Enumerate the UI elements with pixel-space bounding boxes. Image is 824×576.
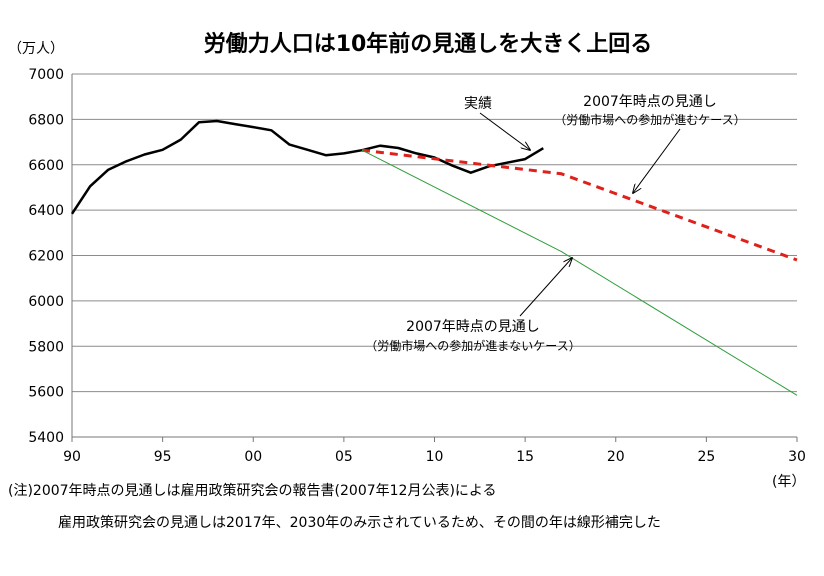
footnote-2: 雇用政策研究会の見通しは2017年、2030年のみ示されているため、その間の年は… xyxy=(58,514,661,531)
gridlines xyxy=(72,73,797,393)
x-tick-label: 25 xyxy=(697,449,715,465)
y-tick-label: 5800 xyxy=(28,339,64,355)
annotation-proj-up-line1: 2007年時点の見通し xyxy=(583,94,717,110)
y-axis-ticks: 5400 5600 5800 6000 6200 6400 6600 6800 7000 xyxy=(28,67,64,446)
footnote-1: (注)2007年時点の見通しは雇用政策研究会の報告書(2007年12月公表)によ… xyxy=(8,482,497,499)
annotation-proj-up-arrow xyxy=(633,128,681,193)
annotation-actual: 実績 xyxy=(464,96,492,112)
x-axis-ticks: 90 95 00 05 10 15 20 25 30 xyxy=(63,437,806,465)
x-tick-label: 10 xyxy=(426,449,444,465)
annotation-proj-up-line2: （労働市場への参加が進むケース） xyxy=(554,112,745,127)
annotation-proj-down-line2: （労働市場への参加が進まないケース） xyxy=(365,338,580,353)
annotation-actual-arrow xyxy=(479,112,530,150)
y-tick-label: 6200 xyxy=(28,249,64,265)
series-line-2 xyxy=(361,149,798,396)
y-tick-label: 5600 xyxy=(28,385,64,401)
chart-title: 労働力人口は10年前の見通しを大きく上回る xyxy=(204,31,653,57)
x-tick-label: 30 xyxy=(788,449,806,465)
x-axis-unit: (年） xyxy=(772,474,805,490)
x-tick-label: 90 xyxy=(63,449,81,465)
annotation-proj-down-arrow xyxy=(519,258,572,317)
y-axis-unit: （万人） xyxy=(8,41,64,57)
annotation-proj-down-line1: 2007年時点の見通し xyxy=(406,319,540,335)
series-line-1 xyxy=(361,148,798,262)
y-tick-label: 6000 xyxy=(28,294,64,310)
x-tick-label: 20 xyxy=(607,449,625,465)
x-tick-label: 95 xyxy=(154,449,172,465)
y-tick-label: 6800 xyxy=(28,112,64,128)
x-tick-label: 00 xyxy=(244,449,262,465)
series-line-0 xyxy=(70,119,544,215)
y-tick-label: 6400 xyxy=(28,203,64,219)
x-tick-label: 15 xyxy=(516,449,534,465)
y-tick-label: 5400 xyxy=(28,430,64,446)
x-tick-label: 05 xyxy=(335,449,353,465)
series-layer xyxy=(70,119,798,396)
y-tick-label: 6600 xyxy=(28,158,64,174)
y-tick-label: 7000 xyxy=(28,67,64,83)
